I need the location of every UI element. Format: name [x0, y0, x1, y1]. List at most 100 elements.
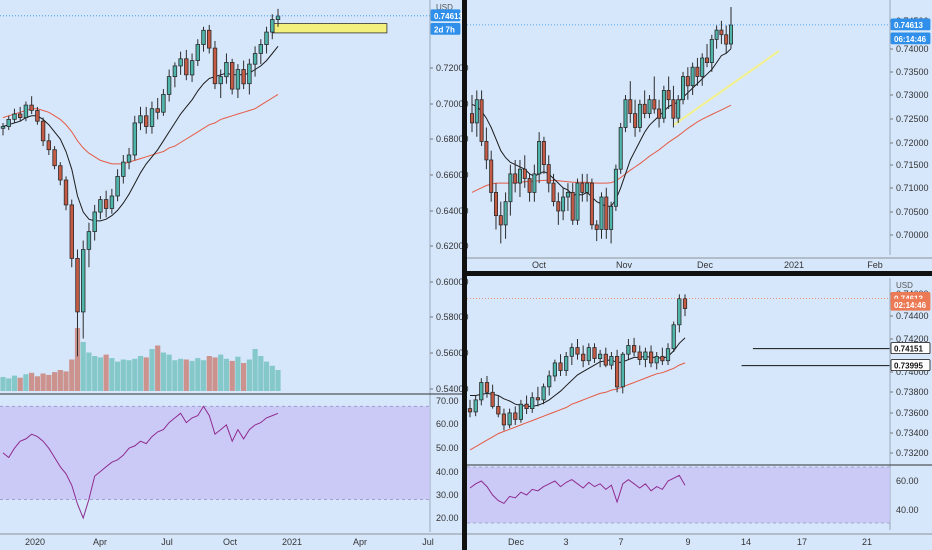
candle[interactable] — [665, 348, 671, 362]
candle[interactable] — [501, 413, 507, 426]
candle[interactable] — [132, 122, 137, 156]
price-tag[interactable] — [890, 359, 931, 372]
candle[interactable] — [570, 191, 575, 221]
candle[interactable] — [654, 355, 659, 364]
candle[interactable] — [643, 351, 648, 360]
candle[interactable] — [69, 204, 74, 259]
candle[interactable] — [195, 44, 200, 61]
candle[interactable] — [98, 199, 103, 213]
candle[interactable] — [479, 382, 484, 401]
candle[interactable] — [575, 182, 580, 221]
candle[interactable] — [35, 110, 40, 122]
candle[interactable] — [149, 108, 155, 127]
rsi-line[interactable] — [2, 405, 279, 520]
candle[interactable] — [17, 113, 23, 118]
candle[interactable] — [275, 15, 281, 20]
candle[interactable] — [103, 199, 109, 209]
resistance-zone[interactable] — [271, 23, 388, 34]
support-trendline[interactable] — [672, 50, 780, 126]
candle[interactable] — [685, 76, 690, 87]
candle[interactable] — [681, 76, 686, 101]
candle[interactable] — [138, 115, 143, 124]
candle[interactable] — [551, 182, 556, 203]
candle[interactable] — [498, 215, 503, 226]
candle[interactable] — [671, 99, 676, 119]
candle[interactable] — [609, 205, 614, 230]
candle[interactable] — [503, 201, 508, 226]
candle[interactable] — [490, 391, 495, 407]
candle[interactable] — [626, 345, 631, 355]
candle[interactable] — [530, 397, 535, 410]
candle[interactable] — [647, 99, 652, 114]
candle[interactable] — [580, 182, 585, 193]
horizontal-divider[interactable] — [467, 271, 932, 276]
candle[interactable] — [637, 351, 642, 360]
long-moving-average[interactable] — [469, 362, 686, 451]
candle[interactable] — [161, 94, 166, 113]
candle[interactable] — [264, 31, 269, 45]
candle[interactable] — [178, 58, 183, 67]
candle[interactable] — [547, 375, 552, 388]
candle[interactable] — [666, 90, 671, 101]
candle[interactable] — [0, 126, 6, 129]
candle[interactable] — [690, 66, 695, 87]
candle[interactable] — [496, 405, 501, 415]
candle[interactable] — [604, 196, 609, 230]
candle[interactable] — [75, 257, 80, 313]
candle[interactable] — [537, 140, 542, 175]
candle[interactable] — [86, 231, 92, 250]
candle[interactable] — [229, 62, 235, 90]
candle[interactable] — [652, 99, 657, 110]
candle[interactable] — [541, 140, 546, 165]
candle[interactable] — [586, 347, 591, 362]
candle[interactable] — [661, 90, 666, 119]
price-tag[interactable] — [890, 18, 931, 31]
candle[interactable] — [513, 412, 518, 420]
candle[interactable] — [603, 353, 608, 366]
candle[interactable] — [52, 149, 57, 167]
candle[interactable] — [695, 66, 700, 77]
candle[interactable] — [618, 127, 623, 170]
candle[interactable] — [649, 351, 654, 364]
candle[interactable] — [581, 353, 586, 362]
candle[interactable] — [633, 113, 638, 128]
candle[interactable] — [714, 29, 719, 40]
candle[interactable] — [29, 104, 34, 111]
candle[interactable] — [660, 355, 665, 362]
candle[interactable] — [598, 353, 603, 360]
candle[interactable] — [489, 159, 494, 193]
candle[interactable] — [507, 412, 512, 426]
candle[interactable] — [676, 99, 681, 119]
candle[interactable] — [700, 57, 705, 77]
candle[interactable] — [12, 113, 17, 120]
candle[interactable] — [522, 168, 527, 179]
candle[interactable] — [565, 191, 570, 198]
candle[interactable] — [585, 182, 590, 193]
candle[interactable] — [632, 345, 637, 353]
candle[interactable] — [594, 224, 599, 230]
candle[interactable] — [473, 399, 478, 413]
candle[interactable] — [524, 403, 529, 410]
candle[interactable] — [532, 173, 537, 193]
candle[interactable] — [508, 173, 513, 203]
rsi-line[interactable] — [469, 474, 686, 505]
candle[interactable] — [6, 119, 11, 127]
candle[interactable] — [58, 165, 63, 181]
candle[interactable] — [575, 347, 580, 355]
candle[interactable] — [270, 19, 275, 33]
candle[interactable] — [724, 34, 729, 45]
candle[interactable] — [81, 249, 86, 313]
candle[interactable] — [609, 355, 614, 366]
candle[interactable] — [469, 113, 474, 124]
weekly-chart-pane[interactable]: 0.72000 0.70000 0.68000 0.66000 0.64000 0.620… — [0, 0, 469, 547]
candle[interactable] — [561, 196, 566, 212]
candle[interactable] — [671, 324, 676, 350]
candle[interactable] — [166, 76, 172, 95]
candle[interactable] — [23, 104, 29, 118]
candle[interactable] — [620, 353, 625, 388]
candle[interactable] — [599, 196, 604, 230]
candle[interactable] — [623, 99, 628, 128]
candle[interactable] — [615, 355, 620, 388]
intraday-chart-pane[interactable]: 0.746000.744000.742000.740000.738000.736… — [467, 278, 931, 547]
candle[interactable] — [719, 29, 724, 36]
